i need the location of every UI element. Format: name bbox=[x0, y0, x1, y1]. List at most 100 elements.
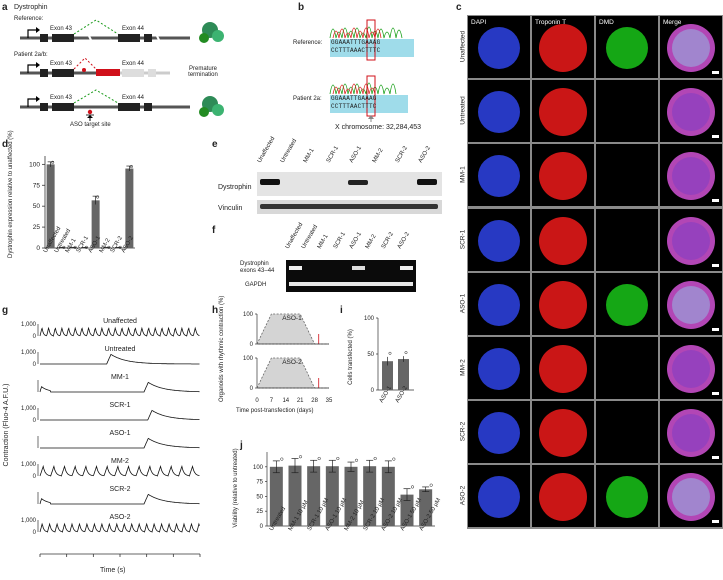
panel-f-gapdh-label: GAPDH bbox=[245, 282, 267, 288]
organoid-blob bbox=[606, 283, 648, 326]
y-tick-label: 50 bbox=[256, 494, 263, 500]
lane-label-unaffected: Unaffected bbox=[256, 135, 277, 164]
micrograph-aso-1-merge bbox=[660, 272, 722, 335]
micrograph-aso-2-troponin bbox=[532, 465, 594, 528]
gene-model-reference bbox=[20, 19, 190, 43]
trace-scr-1 bbox=[40, 409, 200, 421]
data-point bbox=[388, 351, 392, 355]
micrograph-mm-2-troponin bbox=[532, 337, 594, 399]
trace-title-untreated: Untreated bbox=[105, 346, 136, 353]
micrograph-untreated-troponin bbox=[532, 80, 594, 143]
y-tick-label: 0 bbox=[250, 386, 254, 392]
x-tick-label: 21 bbox=[297, 398, 304, 404]
lane-label-scr-1: SCR-1 bbox=[332, 231, 348, 250]
trace-title-aso-2: ASO-2 bbox=[109, 514, 130, 521]
micrograph-mm-2-merge bbox=[660, 337, 722, 399]
organoid-blob bbox=[539, 280, 587, 329]
panel-f-gel bbox=[286, 260, 416, 292]
micrograph-scr-2-dapi bbox=[468, 401, 530, 464]
trace-scr-2 bbox=[39, 493, 200, 505]
panel-i-ylabel: Cells transfected (%) bbox=[348, 329, 354, 385]
panel-b-pat-seq-top: GGAAATTGAAAG bbox=[331, 95, 377, 102]
row-label-aso-1: ASO-1 bbox=[459, 293, 467, 314]
panel-b-pat-seq-bottom: CCTTTAACTTTC bbox=[331, 103, 377, 110]
x-tick-label: 35 bbox=[326, 398, 333, 404]
panel-a-patient-label: Patient 2a/b: bbox=[14, 52, 48, 58]
micrograph-scr-2-dmd bbox=[596, 401, 658, 464]
organoid-blob bbox=[539, 216, 587, 265]
lane-label-scr-2: SCR-2 bbox=[394, 145, 410, 164]
data-point bbox=[51, 160, 55, 164]
y-tick-label: 0 bbox=[371, 388, 375, 394]
lane-label-mm-1: MM-1 bbox=[316, 233, 330, 250]
panel-j-chart: 0 25 50 75 100 bbox=[253, 452, 435, 530]
dystrophin-band-aso1 bbox=[348, 180, 368, 185]
panel-d-ylabel: Dystrophin expression relative to unaffe… bbox=[8, 130, 14, 258]
tick-1000: 1,000 bbox=[21, 462, 37, 468]
scale-bar bbox=[712, 263, 719, 267]
organoid-blob bbox=[606, 27, 648, 69]
panel-a-exon43-3: Exon 43 bbox=[50, 95, 73, 101]
vinculin-bands bbox=[260, 204, 438, 209]
scale-bar bbox=[712, 199, 719, 203]
area-aso-1 bbox=[256, 313, 329, 345]
x-tick-label: 14 bbox=[282, 398, 289, 404]
data-point bbox=[118, 245, 122, 249]
organoid-blob bbox=[478, 219, 520, 262]
y-tick-label: 100 bbox=[243, 312, 254, 318]
data-point bbox=[298, 455, 303, 459]
panel-g-letter: g bbox=[2, 305, 9, 316]
y-tick-label: 50 bbox=[33, 203, 41, 210]
data-point bbox=[410, 485, 415, 489]
gapdh-bands bbox=[289, 282, 413, 286]
panel-b-reference-label: Reference: bbox=[293, 40, 323, 46]
bar-aso-2 bbox=[125, 168, 134, 248]
panel-a-letter: a bbox=[2, 2, 8, 13]
y-tick-label: 0 bbox=[250, 342, 254, 348]
scale-bar bbox=[712, 520, 719, 524]
lane-label-aso-2: ASO-2 bbox=[396, 231, 412, 250]
micrograph-aso-2-dmd bbox=[596, 465, 658, 528]
merge-core bbox=[672, 221, 710, 260]
pcr-band-aso1 bbox=[352, 266, 365, 270]
panel-a-exon43-2: Exon 43 bbox=[50, 61, 73, 67]
trace-untreated bbox=[40, 353, 200, 365]
micrograph-untreated-dmd bbox=[596, 80, 658, 143]
bar-8 bbox=[419, 489, 433, 526]
micrograph-scr-2-merge bbox=[660, 401, 722, 464]
panel-a-aso-label: ASO target site bbox=[70, 122, 111, 128]
micrograph-unaffected-dmd: DMD bbox=[596, 16, 658, 78]
trace-mm-2 bbox=[39, 464, 200, 477]
panel-i-chart: 0 50 100 bbox=[364, 316, 414, 394]
column-header-merge: Merge bbox=[663, 19, 682, 26]
organoid-blob bbox=[539, 409, 587, 458]
y-tick-label: 100 bbox=[364, 316, 375, 322]
micrograph-unaffected-troponin: Troponin T bbox=[532, 16, 594, 78]
y-tick-label: 100 bbox=[243, 356, 254, 362]
scale-bar bbox=[712, 392, 719, 395]
tick-1000: 1,000 bbox=[21, 350, 37, 356]
merge-core bbox=[672, 29, 710, 67]
lane-label-mm-1: MM-1 bbox=[302, 147, 316, 164]
micrograph-scr-2-troponin bbox=[532, 401, 594, 464]
panel-a-gene: Dystrophin bbox=[14, 4, 48, 11]
organoid-blob bbox=[539, 345, 587, 393]
organoid-blob bbox=[539, 152, 587, 201]
panel-c-letter: c bbox=[456, 2, 462, 13]
dystrophin-band-aso2 bbox=[417, 179, 437, 185]
merge-core bbox=[672, 350, 710, 388]
scale-bar bbox=[712, 71, 719, 74]
merge-core bbox=[672, 157, 710, 196]
micrograph-aso-1-dmd bbox=[596, 272, 658, 335]
bar-4 bbox=[344, 466, 358, 526]
panel-c-image-grid: DAPI Troponin T DMD Merge bbox=[467, 15, 723, 529]
data-point bbox=[404, 351, 408, 355]
data-point bbox=[62, 245, 66, 249]
panel-g-xlabel: Time (s) bbox=[100, 567, 126, 574]
column-header-troponin: Troponin T bbox=[535, 19, 567, 26]
tick-0: 0 bbox=[33, 530, 37, 536]
lane-label-aso-1: ASO-1 bbox=[348, 231, 364, 250]
lane-label-mm-2: MM-2 bbox=[364, 233, 378, 250]
tick-0: 0 bbox=[33, 334, 37, 340]
bar-aso-1 bbox=[382, 361, 393, 390]
